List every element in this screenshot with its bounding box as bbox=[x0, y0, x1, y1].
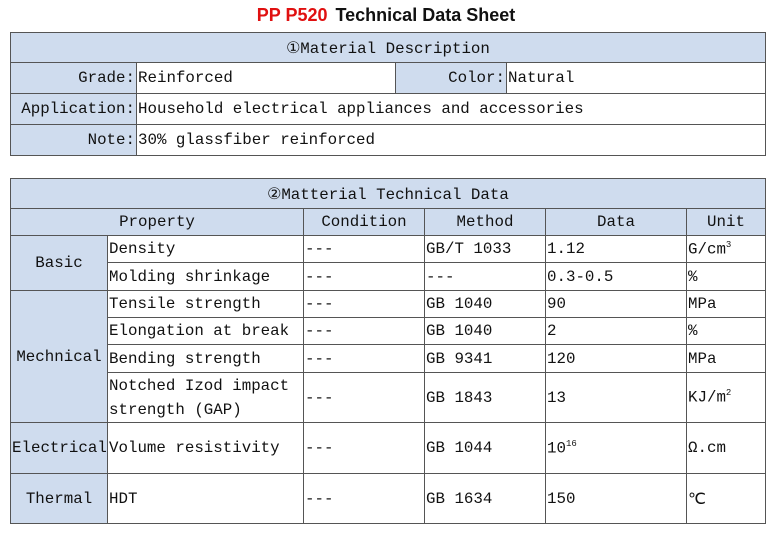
unit-cell: % bbox=[686, 262, 766, 291]
page-title: PP P520 Technical Data Sheet bbox=[0, 5, 772, 26]
condition-cell: --- bbox=[303, 372, 425, 423]
property-cell: Notched Izod impact strength (GAP) bbox=[107, 372, 304, 423]
table-row: Thermal HDT --- GB 1634 150 ℃ bbox=[10, 473, 766, 524]
section-heading: ②Matterial Technical Data bbox=[10, 178, 766, 209]
method-cell: GB 1634 bbox=[424, 473, 546, 524]
note-label: Note: bbox=[10, 124, 137, 156]
property-cell: Elongation at break bbox=[107, 317, 304, 345]
property-cell: Bending strength bbox=[107, 344, 304, 373]
property-cell: Tensile strength bbox=[107, 290, 304, 318]
data-cell: 90 bbox=[545, 290, 687, 318]
application-label: Application: bbox=[10, 93, 137, 125]
group-label: Thermal bbox=[10, 473, 108, 524]
table-row: Bending strength --- GB 9341 120 MPa bbox=[11, 344, 766, 373]
product-name: PP P520 bbox=[256, 5, 328, 25]
unit-cell: KJ/m2 bbox=[686, 372, 766, 423]
method-cell: GB 9341 bbox=[424, 344, 546, 373]
table-row: Electrical Volume resistivity --- GB 1044 10… bbox=[10, 422, 766, 474]
condition-cell: --- bbox=[303, 473, 425, 524]
group-label: Mechnical bbox=[10, 290, 108, 423]
unit-cell: MPa bbox=[686, 344, 766, 373]
data-cell: 0.3-0.5 bbox=[545, 262, 687, 291]
unit-cell: G/cm3 bbox=[686, 235, 766, 263]
method-cell: GB 1040 bbox=[424, 317, 546, 345]
property-cell: Volume resistivity bbox=[107, 422, 304, 474]
method-cell: GB 1044 bbox=[424, 422, 546, 474]
section-heading: ①Material Description bbox=[9, 32, 767, 63]
col-property: Property bbox=[10, 208, 304, 236]
condition-cell: --- bbox=[303, 290, 425, 318]
unit-cell: MPa bbox=[686, 290, 766, 318]
table-row: Notched Izod impact strength (GAP) --- GB … bbox=[11, 372, 766, 423]
unit-cell: Ω.cm bbox=[686, 422, 766, 474]
table-row: Elongation at break --- GB 1040 2% bbox=[11, 317, 766, 345]
data-cell: 13 bbox=[545, 372, 687, 423]
data-cell: 1016 bbox=[545, 422, 687, 474]
condition-cell: --- bbox=[303, 235, 425, 263]
color-label: Color: bbox=[395, 62, 507, 94]
table-row: Basic Density --- GB/T 1033 1.12 G/cm3 bbox=[10, 235, 766, 291]
unit-cell: % bbox=[686, 317, 766, 345]
data-cell: 2 bbox=[545, 317, 687, 345]
col-data: Data bbox=[545, 208, 687, 236]
method-cell: GB/T 1033 bbox=[424, 235, 546, 263]
note-value: 30% glassfiber reinforced bbox=[135, 124, 767, 156]
data-cell: 150 bbox=[545, 473, 687, 524]
condition-cell: --- bbox=[303, 317, 425, 345]
col-method: Method bbox=[424, 208, 546, 236]
property-cell: Molding shrinkage bbox=[107, 262, 304, 291]
col-unit: Unit bbox=[686, 208, 766, 236]
application-value: Household electrical appliances and acce… bbox=[135, 93, 767, 125]
method-cell: --- bbox=[424, 262, 546, 291]
group-label: Basic bbox=[10, 235, 108, 291]
group-label: Electrical bbox=[10, 422, 108, 474]
col-condition: Condition bbox=[303, 208, 425, 236]
material-description-table: ①Material Description Grade: Reinforced Co… bbox=[9, 32, 767, 156]
method-cell: GB 1843 bbox=[424, 372, 546, 423]
grade-value: Reinforced bbox=[136, 62, 396, 94]
table-row: Molding shrinkage --- --- 0.3-0.5% bbox=[11, 262, 766, 291]
property-cell: Density bbox=[107, 235, 304, 263]
unit-cell: ℃ bbox=[686, 473, 766, 524]
data-cell: 1.12 bbox=[545, 235, 687, 263]
grade-label: Grade: bbox=[10, 62, 137, 94]
property-cell: HDT bbox=[107, 473, 304, 524]
condition-cell: --- bbox=[303, 262, 425, 291]
color-value: Natural bbox=[505, 62, 767, 94]
data-cell: 120 bbox=[545, 344, 687, 373]
table-row: Mechnical Tensile strength --- GB 1040 90 MPa bbox=[10, 290, 766, 423]
condition-cell: --- bbox=[303, 422, 425, 474]
method-cell: GB 1040 bbox=[424, 290, 546, 318]
condition-cell: --- bbox=[303, 344, 425, 373]
title-text: Technical Data Sheet bbox=[335, 5, 516, 25]
technical-data-table: ②Matterial Technical Data Property Condi… bbox=[10, 178, 766, 524]
